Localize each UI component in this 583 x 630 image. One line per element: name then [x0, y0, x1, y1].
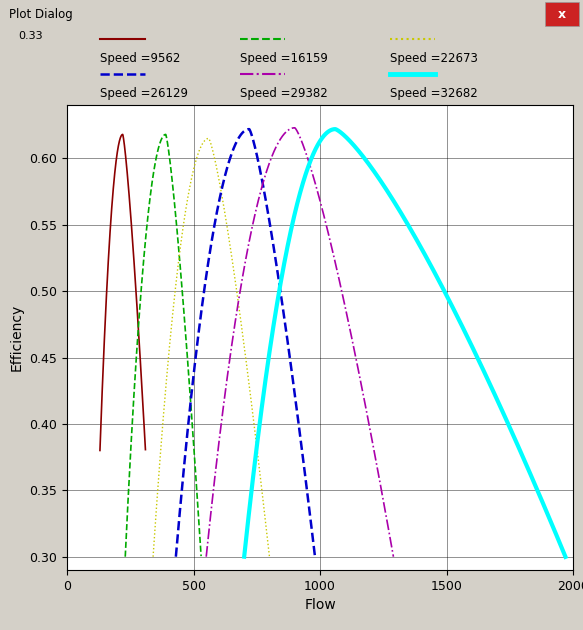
- Text: Speed =32682: Speed =32682: [390, 87, 477, 100]
- Text: Plot Dialog: Plot Dialog: [9, 8, 72, 21]
- Text: Speed =26129: Speed =26129: [100, 87, 188, 100]
- X-axis label: Flow: Flow: [304, 598, 336, 612]
- Text: x: x: [558, 8, 566, 21]
- Text: 0.33: 0.33: [18, 30, 43, 40]
- Text: Speed =22673: Speed =22673: [390, 52, 478, 65]
- Text: Speed =9562: Speed =9562: [100, 52, 180, 65]
- Text: Speed =16159: Speed =16159: [240, 52, 328, 65]
- Y-axis label: Efficiency: Efficiency: [10, 304, 24, 371]
- Text: Speed =29382: Speed =29382: [240, 87, 328, 100]
- Bar: [545, 3, 579, 26]
